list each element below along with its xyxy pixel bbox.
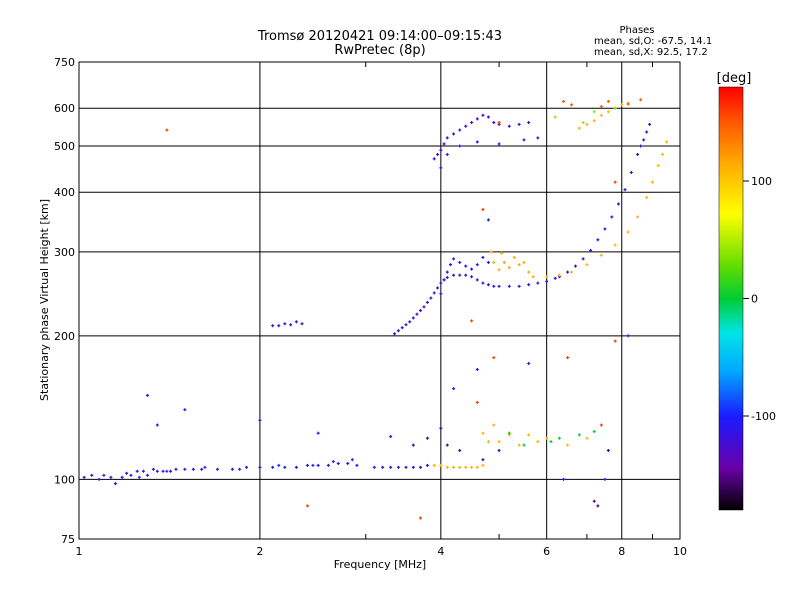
chart-title: Tromsø 20120421 09:14:00–09:15:43 xyxy=(257,29,502,44)
y-tick-label: 400 xyxy=(54,186,75,199)
stats-line-o: mean, sd,O: -67.5, 14.1 xyxy=(594,36,712,47)
y-tick-label: 500 xyxy=(54,140,75,153)
y-tick-label: 300 xyxy=(54,246,75,259)
colorbar-tick-label: 0 xyxy=(751,293,758,306)
grid-lines xyxy=(79,62,680,539)
plot-frame xyxy=(78,61,681,540)
x-tick-label: 4 xyxy=(437,545,444,558)
y-tick-label: 750 xyxy=(54,56,75,69)
colorbar-label: [deg] xyxy=(717,71,752,86)
y-ticks: 75 100 200 300 400 500 600 750 xyxy=(54,56,75,546)
colorbar-ticks: 100 0 -100 xyxy=(743,175,776,423)
colorbar-tick-label: 100 xyxy=(751,175,772,188)
colorbar xyxy=(718,86,744,511)
x-axis-label: Frequency [MHz] xyxy=(334,558,426,571)
data-points xyxy=(82,98,669,520)
y-tick-label: 600 xyxy=(54,102,75,115)
stats-line-x: mean, sd,X: 92.5, 17.2 xyxy=(594,47,708,58)
y-tick-label: 100 xyxy=(54,473,75,486)
y-tick-label: 200 xyxy=(54,330,75,343)
chart-subtitle: RwPretec (8p) xyxy=(334,43,425,58)
x-tick-label: 8 xyxy=(618,545,625,558)
y-tick-label: 75 xyxy=(61,533,75,546)
x-ticks: 1 2 4 6 8 10 xyxy=(76,62,687,558)
x-tick-label: 6 xyxy=(543,545,550,558)
x-tick-label: 10 xyxy=(673,545,687,558)
x-tick-label: 1 xyxy=(76,545,83,558)
y-axis-label: Stationary phase Virtual Height [km] xyxy=(38,199,51,401)
colorbar-tick-label: -100 xyxy=(751,410,776,423)
x-tick-label: 2 xyxy=(256,545,263,558)
stats-title: Phases xyxy=(619,25,654,36)
